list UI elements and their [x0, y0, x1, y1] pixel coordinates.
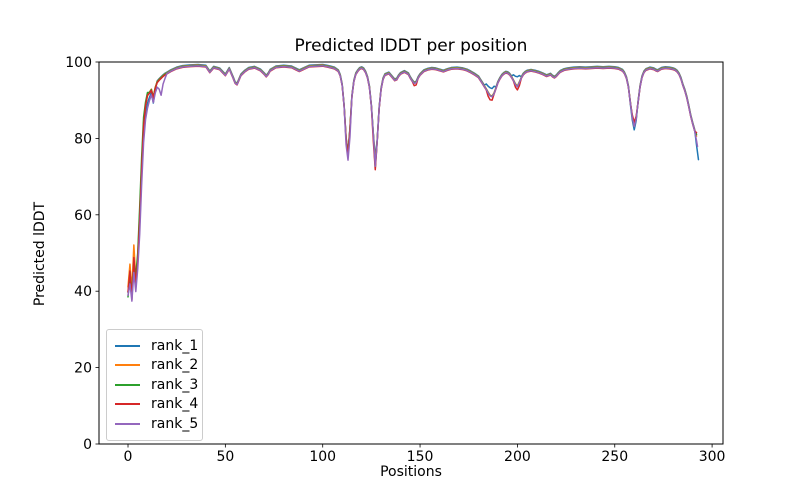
y-tick-label: 20 — [74, 361, 92, 377]
series-line-rank_5 — [127, 65, 699, 302]
y-tick-label: 100 — [65, 55, 92, 71]
x-tick-label: 100 — [309, 449, 336, 465]
legend-entry: rank_3 — [115, 375, 198, 395]
legend-entry: rank_4 — [115, 395, 198, 415]
chart-title: Predicted lDDT per position — [294, 36, 528, 56]
legend-entry: rank_1 — [115, 336, 198, 356]
x-tick-label: 50 — [216, 449, 234, 465]
y-tick-label: 80 — [74, 131, 92, 147]
legend-line-swatch — [115, 383, 140, 386]
series-line-rank_4 — [127, 65, 698, 301]
series-line-rank_3 — [127, 64, 698, 298]
legend: rank_1 rank_2 rank_3 rank_4 rank_5 — [106, 329, 203, 441]
series-line-rank_1 — [127, 63, 700, 297]
series-line-rank_2 — [127, 64, 698, 292]
x-axis-label: Positions — [380, 464, 442, 480]
legend-label: rank_3 — [151, 376, 199, 393]
axes-spines — [98, 61, 724, 445]
legend-line-swatch — [115, 403, 140, 406]
legend-line-swatch — [115, 422, 140, 425]
y-tick-label: 0 — [83, 437, 92, 453]
x-tick-label: 0 — [124, 449, 133, 465]
legend-label: rank_2 — [151, 357, 199, 374]
x-tick-label: 250 — [601, 449, 628, 465]
y-axis-label: Predicted lDDT — [32, 201, 48, 307]
legend-label: rank_5 — [151, 415, 199, 432]
legend-line-swatch — [115, 364, 140, 367]
x-tick-label: 200 — [504, 449, 531, 465]
legend-entry: rank_2 — [115, 356, 198, 376]
x-tick-label: 300 — [699, 449, 726, 465]
y-tick-label: 40 — [74, 284, 92, 300]
legend-label: rank_1 — [151, 337, 199, 354]
legend-entry: rank_5 — [115, 414, 198, 434]
legend-line-swatch — [115, 344, 140, 347]
y-tick-label: 60 — [74, 208, 92, 224]
x-tick-label: 150 — [407, 449, 434, 465]
legend-label: rank_4 — [151, 396, 199, 413]
